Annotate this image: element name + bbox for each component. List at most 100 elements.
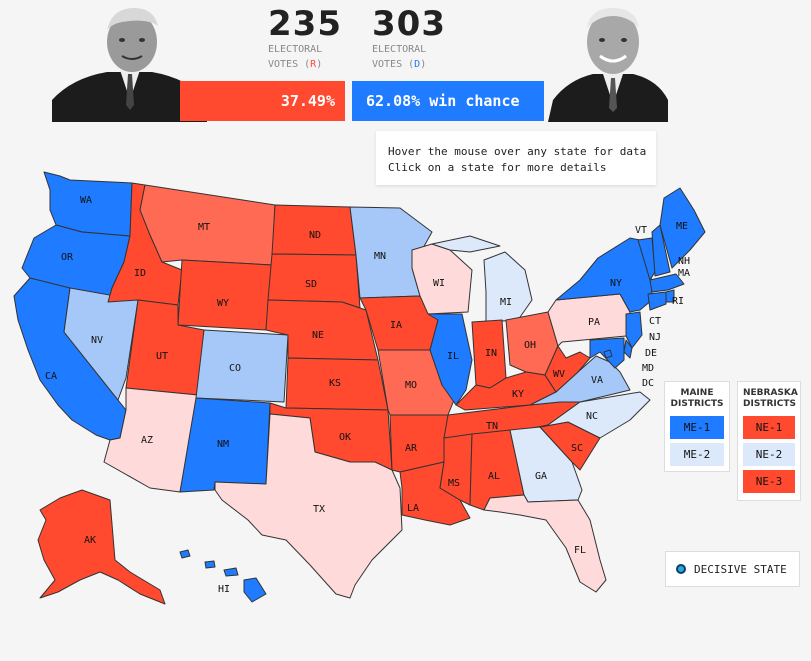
decisive-state-legend: DECISIVE STATE [665, 551, 800, 587]
state-label-AL: AL [488, 471, 500, 482]
state-label-GA: GA [535, 471, 547, 482]
state-label-WY: WY [217, 298, 229, 309]
nebraska-districts-panel: NEBRASKA DISTRICTS NE-1 NE-2 NE-3 [737, 381, 801, 501]
state-label-NV: NV [91, 335, 103, 346]
republican-chance-bar: 37.49% [180, 81, 345, 121]
state-label-LA: LA [407, 503, 419, 514]
state-ME[interactable] [659, 187, 706, 269]
state-label-NH: NH [678, 256, 690, 267]
state-label-IN: IN [485, 348, 497, 359]
state-label-IA: IA [390, 320, 402, 331]
state-label-VT: VT [635, 225, 647, 236]
state-FL[interactable] [483, 494, 607, 593]
democratic-electoral-votes: 303 [372, 4, 446, 44]
state-NH[interactable] [651, 224, 671, 277]
state-label-CT: CT [649, 316, 661, 327]
state-label-NY: NY [610, 278, 622, 289]
state-label-MD: MD [642, 363, 654, 374]
state-MI[interactable] [431, 235, 533, 323]
state-label-MO: MO [405, 380, 417, 391]
hint-line1: Hover the mouse over any state for data [388, 145, 647, 158]
maine-districts-panel: MAINE DISTRICTS ME-1 ME-2 [664, 381, 730, 472]
maine-title-line2: DISTRICTS [670, 399, 724, 409]
state-label-NE: NE [312, 330, 324, 341]
state-AK[interactable] [37, 489, 166, 605]
maine-districts-title: MAINE DISTRICTS [670, 388, 724, 410]
district-NE-2[interactable]: NE-2 [743, 443, 795, 466]
state-label-IL: IL [447, 351, 459, 362]
republican-ev-label: ELECTORAL VOTES (R) [268, 42, 322, 72]
win-chance-label: win chance [429, 92, 520, 110]
state-label-ME: ME [676, 221, 688, 232]
state-label-AR: AR [405, 443, 418, 454]
party-letter-r: R [310, 59, 317, 70]
state-label-VA: VA [591, 375, 603, 386]
state-DE[interactable] [623, 339, 633, 359]
state-KY[interactable] [455, 371, 557, 411]
state-label-MS: MS [448, 478, 460, 489]
nebraska-title-line1: NEBRASKA [743, 388, 798, 398]
party-letter-d: D [414, 59, 421, 70]
state-label-DE: DE [645, 348, 657, 359]
nebraska-districts-title: NEBRASKA DISTRICTS [743, 388, 798, 410]
decisive-dot-icon [676, 564, 686, 574]
state-label-OK: OK [339, 432, 351, 443]
district-ME-1[interactable]: ME-1 [670, 416, 724, 439]
state-WY[interactable] [177, 259, 273, 331]
democratic-chance-bar: 62.08% win chance [352, 81, 544, 121]
state-label-SC: SC [571, 443, 583, 454]
state-label-NC: NC [586, 411, 598, 422]
state-HI[interactable] [179, 549, 267, 603]
state-label-UT: UT [156, 351, 168, 362]
state-label-MI: MI [500, 297, 512, 308]
state-label-WV: WV [553, 369, 565, 380]
state-label-RI: RI [672, 296, 684, 307]
state-TX[interactable] [214, 413, 403, 599]
district-NE-1[interactable]: NE-1 [743, 416, 795, 439]
instructions-box: Hover the mouse over any state for data … [376, 131, 656, 185]
state-label-MA: MA [678, 268, 690, 279]
state-label-MT: MT [198, 222, 210, 233]
state-label-DC: DC [642, 378, 654, 389]
ev-label-line1: ELECTORAL [372, 44, 427, 55]
state-label-MN: MN [374, 251, 386, 262]
state-label-OR: OR [61, 252, 74, 263]
state-label-NJ: NJ [649, 332, 661, 343]
state-label-NM: NM [217, 439, 229, 450]
state-label-FL: FL [574, 545, 586, 556]
republican-candidate-portrait [52, 0, 212, 122]
state-CO[interactable] [195, 329, 289, 403]
state-label-WA: WA [80, 195, 92, 206]
state-label-KS: KS [329, 378, 341, 389]
ev-label-line1: ELECTORAL [268, 44, 323, 55]
decisive-state-label: DECISIVE STATE [694, 562, 787, 576]
state-label-CO: CO [229, 363, 241, 374]
state-NJ[interactable] [625, 311, 643, 349]
district-ME-2[interactable]: ME-2 [670, 443, 724, 466]
democratic-candidate-portrait [528, 0, 688, 122]
state-label-AZ: AZ [141, 435, 153, 446]
state-label-PA: PA [588, 317, 600, 328]
state-labels: WA OR CA NV ID MT WY UT AZ CO NM ND SD N… [45, 195, 690, 595]
state-MA[interactable] [649, 273, 685, 293]
democratic-ev-label: ELECTORAL VOTES (D) [372, 42, 426, 72]
republican-chance-value: 37.49% [280, 92, 335, 110]
state-label-WI: WI [433, 278, 445, 289]
ev-label-votes: VOTES [372, 59, 403, 70]
state-NC[interactable] [539, 391, 651, 439]
state-label-OH: OH [524, 340, 536, 351]
state-CT[interactable] [647, 291, 667, 311]
hint-line2: Click on a state for more details [388, 161, 607, 174]
state-label-TN: TN [486, 421, 498, 432]
state-label-SD: SD [305, 279, 317, 290]
state-label-ID: ID [134, 268, 146, 279]
state-WV[interactable] [544, 345, 591, 393]
district-NE-3[interactable]: NE-3 [743, 470, 795, 493]
ev-label-line2: VOTES (R) [268, 59, 323, 70]
nebraska-title-line2: DISTRICTS [743, 399, 796, 409]
state-label-KY: KY [512, 389, 524, 400]
state-label-ND: ND [309, 230, 321, 241]
state-DC[interactable] [603, 349, 613, 359]
state-label-HI: HI [218, 584, 230, 595]
